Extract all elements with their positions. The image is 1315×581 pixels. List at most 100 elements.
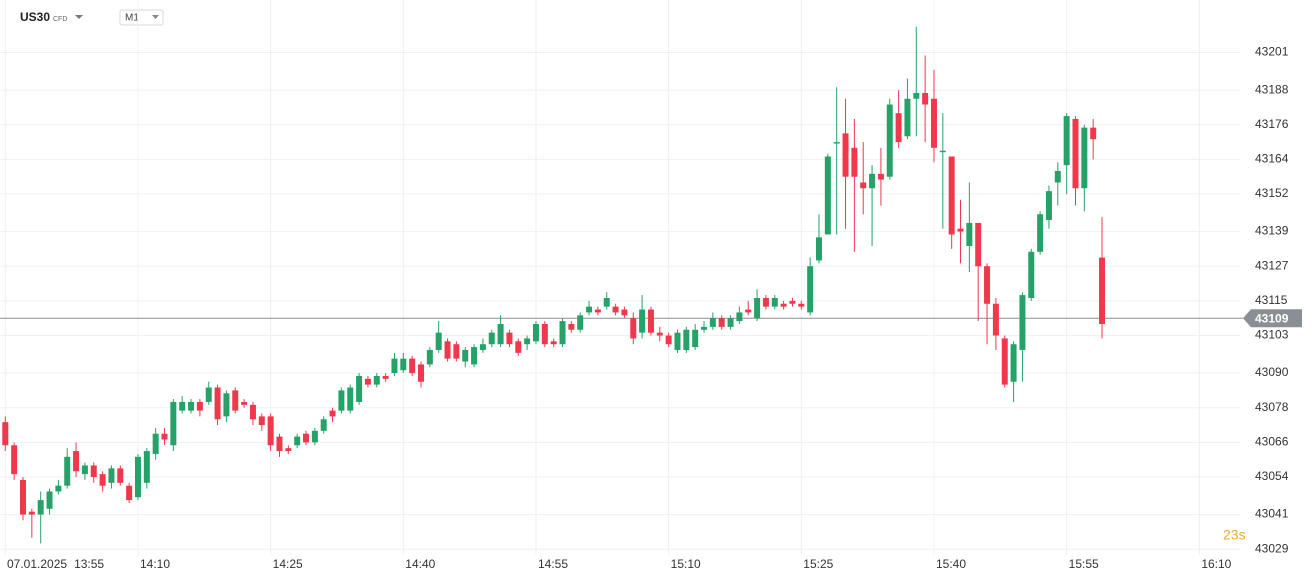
candle-body <box>612 306 619 313</box>
candle-body <box>55 485 62 492</box>
candle-body <box>1037 214 1044 252</box>
candle-body <box>143 451 150 483</box>
candle-body <box>285 448 292 452</box>
candle-body <box>984 266 991 304</box>
candle-body <box>674 332 681 350</box>
candle-body <box>754 297 761 319</box>
date-label: 07.01.2025 <box>7 557 67 571</box>
candle-body <box>152 433 159 454</box>
candle-body <box>320 419 327 431</box>
candle-body <box>1028 251 1035 298</box>
candle-body <box>1072 118 1079 189</box>
candle-body <box>860 182 867 189</box>
candle-body <box>462 349 469 362</box>
candle-body <box>842 133 849 177</box>
candle-body <box>904 98 911 137</box>
candle-body <box>249 404 256 420</box>
candle-body <box>771 297 778 307</box>
candle-body <box>81 465 88 475</box>
x-tick-label: 16:10 <box>1201 557 1231 571</box>
x-tick-label: 14:10 <box>140 557 170 571</box>
candle-body <box>426 349 433 365</box>
candle-body <box>356 375 363 402</box>
candle-body <box>541 323 548 345</box>
candle-body <box>1054 170 1061 183</box>
candle-body <box>409 358 416 374</box>
candle-body <box>762 297 769 307</box>
candle-body <box>577 315 584 330</box>
symbol: US30 <box>20 10 50 24</box>
candle-body <box>939 150 946 153</box>
candle-body <box>816 237 823 261</box>
candle-body <box>718 318 725 327</box>
y-tick-label: 43103 <box>1255 328 1289 342</box>
candle-body <box>1010 344 1017 382</box>
x-tick-label: 15:40 <box>936 557 966 571</box>
candle-body <box>46 491 53 509</box>
y-tick-label: 43176 <box>1255 117 1289 131</box>
candle-body <box>798 303 805 307</box>
candle-body <box>2 422 9 446</box>
candle-body <box>515 341 522 353</box>
candle-body <box>639 309 646 333</box>
instrument-type: CFD <box>53 16 67 23</box>
candle-body <box>241 401 248 405</box>
candle-body <box>665 335 672 345</box>
y-tick-label: 43115 <box>1255 293 1288 307</box>
candle-body <box>532 323 539 342</box>
timeframe-dropdown <box>152 15 159 19</box>
candle-body <box>232 390 239 411</box>
y-tick-label: 43188 <box>1255 82 1289 96</box>
candle-body <box>789 300 796 304</box>
candle-body <box>1090 127 1097 140</box>
candle-body <box>603 297 610 307</box>
candle-body <box>364 378 371 385</box>
candle-body <box>701 326 708 330</box>
candle-body <box>647 309 654 333</box>
y-tick-label: 43041 <box>1255 507 1289 521</box>
candle-body <box>471 347 478 365</box>
candle-body <box>329 410 336 417</box>
x-tick-label: 15:10 <box>671 557 701 571</box>
candle-body <box>276 436 283 452</box>
symbol-dropdown[interactable] <box>75 15 83 19</box>
timeframe: M1 <box>125 13 139 24</box>
candle-body <box>294 436 301 446</box>
x-tick-label: 14:40 <box>405 557 435 571</box>
candle-body <box>913 92 920 99</box>
candle-body <box>559 321 566 345</box>
candle-body <box>223 393 230 417</box>
y-tick-label: 43164 <box>1255 152 1289 166</box>
timeframe-select[interactable] <box>119 9 164 26</box>
candle-body <box>1001 338 1008 385</box>
candle-body <box>975 222 982 267</box>
x-tick-label: 15:25 <box>803 557 833 571</box>
candle-body <box>692 329 699 348</box>
candle-body <box>258 416 265 426</box>
candle-body <box>656 332 663 336</box>
candle-body <box>568 323 575 330</box>
last-price-tag <box>1243 309 1302 328</box>
candle-body <box>453 344 460 359</box>
x-tick-label: 15:55 <box>1069 557 1099 571</box>
candle-body <box>11 445 18 475</box>
candle-body <box>117 468 124 483</box>
candle-body <box>621 309 628 316</box>
candle-body <box>19 479 26 515</box>
candle-body <box>373 375 380 385</box>
candle-body <box>205 387 212 402</box>
candle-body <box>303 433 310 443</box>
candle-body <box>134 456 141 498</box>
x-tick-label: 13:55 <box>74 557 104 571</box>
candle-body <box>214 387 221 420</box>
candle-body <box>886 104 893 177</box>
y-tick-label: 43078 <box>1255 400 1289 414</box>
candle-body <box>524 338 531 345</box>
candle-body <box>1081 127 1088 189</box>
candle-body <box>824 156 831 235</box>
candle-body <box>745 309 752 313</box>
candle-body <box>594 309 601 313</box>
y-tick-label: 43066 <box>1255 435 1289 449</box>
